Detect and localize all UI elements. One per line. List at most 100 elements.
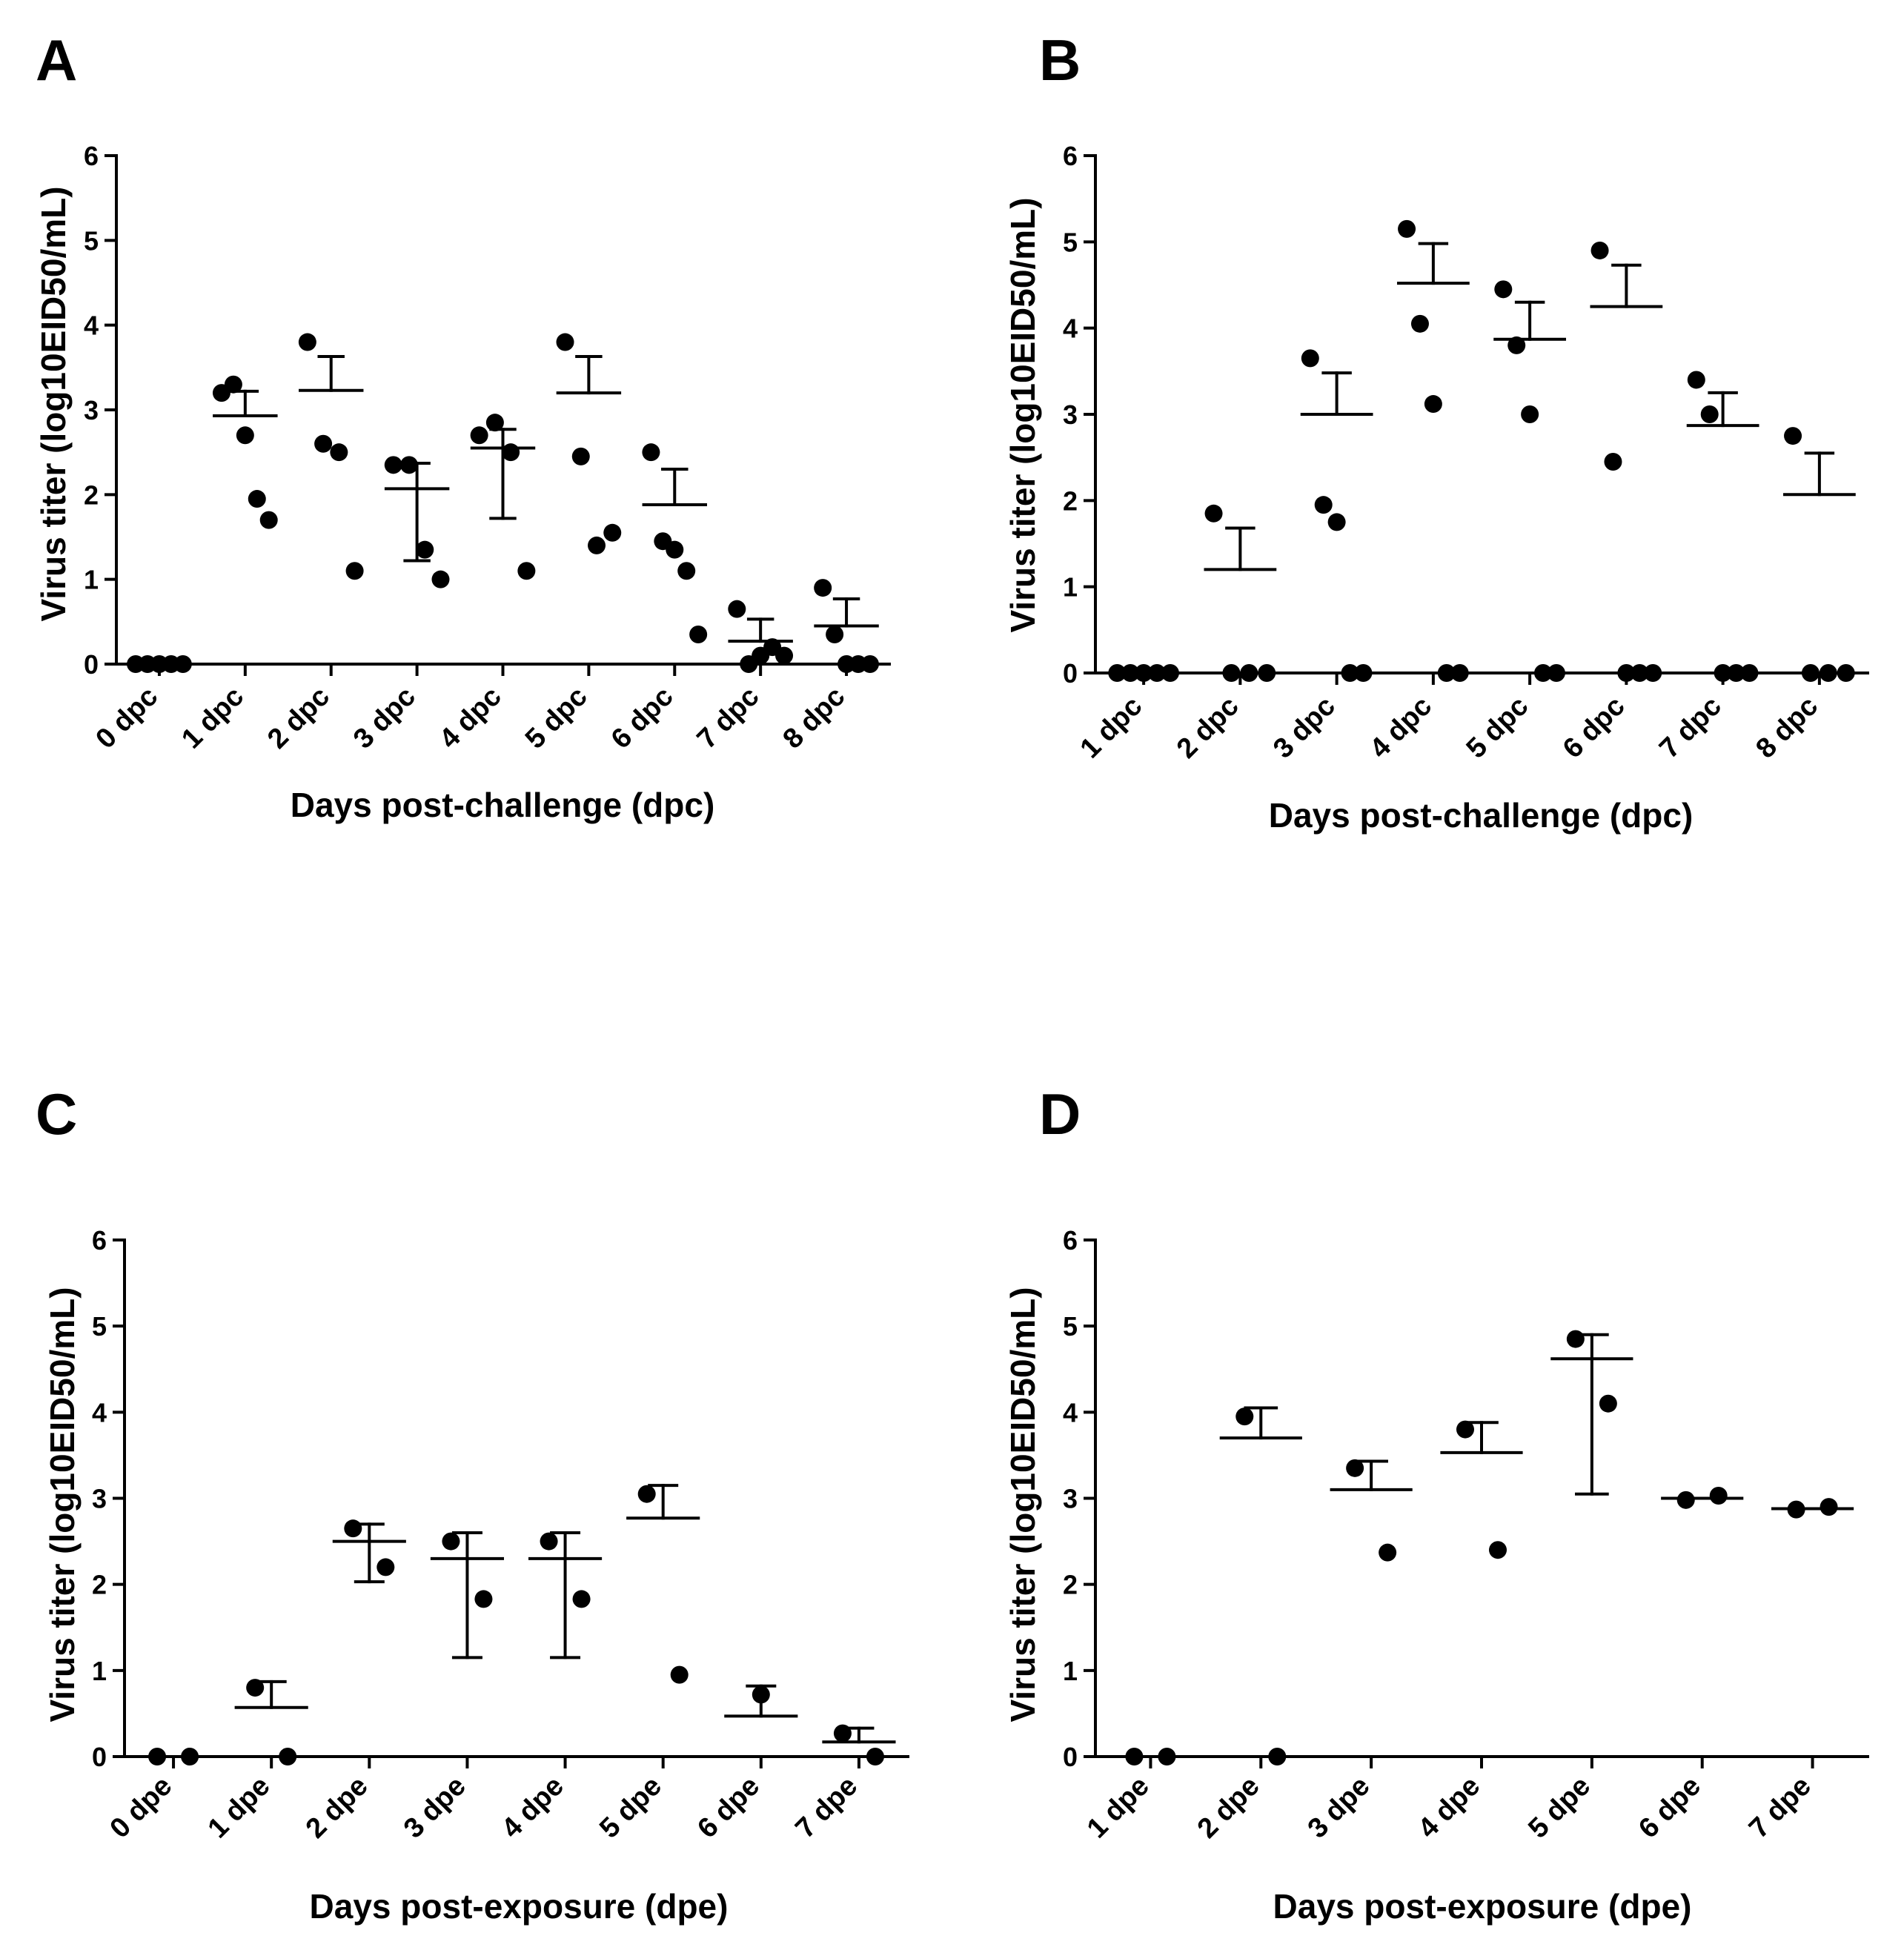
panel-c-data-point (377, 1558, 395, 1576)
panel-b-data-point (1341, 664, 1359, 682)
panel-d-data-point (1676, 1491, 1695, 1509)
panel-d-data-point (1379, 1543, 1397, 1562)
panel-a-y-tick-label: 1 (84, 565, 99, 595)
panel-a-data-point (517, 562, 536, 580)
panel-a-y-tick-label: 0 (84, 649, 99, 680)
panel-b-data-point (1547, 664, 1565, 682)
panel-b-y-tick-label: 4 (1063, 314, 1078, 344)
panel-c-y-axis-title: Virus titer (log10EID50/mL) (43, 1287, 82, 1722)
panel-b-category-label: 3 dpc (1267, 691, 1341, 765)
panel-a-data-point (677, 562, 696, 580)
panel-d-category-label: 3 dpe (1302, 1771, 1376, 1845)
panel-b-data-point (1148, 664, 1167, 682)
panel-a-data-point (588, 536, 606, 554)
panel-b-x-axis-title: Days post-challenge (dpc) (1269, 796, 1694, 835)
panel-a-data-point (502, 443, 520, 462)
panel-d-data-point (1820, 1498, 1838, 1516)
panel-a-data-point (384, 456, 402, 474)
panel-d-data-point (1709, 1487, 1728, 1505)
panel-c-category-label: 1 dpe (202, 1771, 276, 1845)
panel-a-category-label: 0 dpc (90, 681, 164, 755)
panel-c-y-tick-label: 0 (92, 1742, 107, 1772)
panel-letter-a: A (36, 27, 77, 93)
panel-c-category-label: 5 dpe (594, 1771, 668, 1845)
panel-d-data-point (1599, 1394, 1617, 1413)
panel-d-data-point (1268, 1748, 1287, 1765)
panel-c-category-label: 0 dpe (105, 1771, 179, 1845)
panel-b-data-point (1424, 395, 1442, 414)
panel-b-y-tick-label: 6 (1063, 141, 1078, 171)
panel-d-data-point (1489, 1541, 1507, 1559)
panel-letter-b: B (1039, 27, 1081, 93)
panel-a-data-point (814, 579, 832, 597)
panel-c-y-tick-label: 4 (92, 1397, 107, 1428)
panel-b-data-point (1784, 427, 1802, 445)
panel-d-y-tick-label: 3 (1063, 1484, 1078, 1514)
panel-a-data-point (470, 426, 488, 445)
panel-b-data-point (1727, 664, 1745, 682)
panel-d-y-tick-label: 6 (1063, 1225, 1078, 1256)
panel-b-data-point (1801, 664, 1820, 682)
panel-d-y-tick-label: 1 (1063, 1656, 1078, 1686)
panel-b-data-point (1314, 496, 1333, 514)
panel-c-category-label: 2 dpe (300, 1771, 374, 1845)
panel-b-category-label: 7 dpc (1653, 691, 1728, 765)
panel-a-data-point (775, 646, 794, 665)
panel-d-data-point (1158, 1748, 1176, 1765)
panel-b-category-label: 8 dpc (1750, 691, 1824, 765)
panel-a-marks: 0 1 2 3 4 5 6 0 dpc 1 dpc 2 dpc 3 dpc 4 dpc 5 dpc 6 d… (84, 141, 891, 755)
panel-a-data-point (236, 426, 254, 445)
panel-b-data-point (1108, 664, 1127, 682)
panel-c-marks: 0 1 2 3 4 5 6 0 dpe 1 dpe 2 dpe 3 dpe 4 dpe 5 dpe 6 d… (92, 1225, 909, 1845)
panel-d-data-point (1235, 1407, 1254, 1426)
panel-d-category-label: 6 dpe (1633, 1771, 1707, 1845)
panel-c-category-label: 7 dpe (789, 1771, 863, 1845)
panel-c-data-point (246, 1679, 265, 1697)
panel-b-data-point (1604, 452, 1622, 471)
panel-b-data-point (1714, 664, 1732, 682)
panel-b-data-point (1617, 664, 1636, 682)
panel-c-y-tick-label: 3 (92, 1484, 107, 1514)
panel-b-data-point (1410, 314, 1429, 333)
panel-b-data-point (1398, 219, 1416, 238)
panel-b-data-point (1121, 664, 1140, 682)
panel-a-data-point (173, 655, 192, 673)
panel-b-data-point (1644, 664, 1662, 682)
panel-a-data-point (571, 447, 590, 465)
panel-d-category-label: 4 dpe (1412, 1771, 1486, 1845)
panel-d-y-axis-title: Virus titer (log10EID50/mL) (1004, 1287, 1042, 1722)
panel-a-category-label: 3 dpc (348, 681, 422, 755)
panel-b-data-point (1437, 664, 1456, 682)
panel-c-y-tick-label: 5 (92, 1311, 107, 1342)
panel-c-data-point (637, 1485, 656, 1503)
panel-b-y-tick-label: 0 (1063, 658, 1078, 689)
panel-c-data-point (181, 1748, 199, 1765)
panel-d-data-point (1346, 1459, 1364, 1477)
panel-b-y-axis-title: Virus titer (log10EID50/mL) (1004, 197, 1042, 632)
panel-a-data-point (556, 333, 574, 351)
panel-a-category-label: 1 dpc (176, 681, 250, 755)
panel-b-data-point (1222, 664, 1241, 682)
panel-b: B 0 1 2 3 4 5 6 1 dpc 2 dpc 3 dpc 4 dpc 5 dpc 6 dpc 7… (1004, 27, 1869, 835)
panel-d-category-label: 5 dpe (1522, 1771, 1596, 1845)
panel-b-data-point (1450, 664, 1469, 682)
panel-b-data-point (1204, 504, 1223, 523)
panel-c-data-point (670, 1665, 689, 1684)
panel-c-data-point (279, 1748, 297, 1765)
panel-b-data-point (1819, 664, 1837, 682)
panel-b-y-tick-label: 2 (1063, 485, 1078, 516)
panel-a-y-tick-label: 2 (84, 480, 99, 510)
panel-b-data-point (1135, 664, 1153, 682)
panel-a-data-point (642, 443, 660, 462)
panel-b-data-point (1161, 664, 1179, 682)
panel-b-data-point (1521, 405, 1539, 423)
panel-b-data-point (1327, 513, 1346, 531)
panel-a-x-axis-title: Days post-challenge (dpc) (291, 786, 715, 824)
panel-d: D 0 1 2 3 4 5 6 1 dpe 2 dpe 3 dpe 4 dpe 5 dpe 6 dpe 7… (1004, 1081, 1869, 1926)
panel-a-data-point (330, 443, 348, 462)
panel-b-y-tick-label: 1 (1063, 572, 1078, 603)
panel-b-data-point (1258, 664, 1276, 682)
panel-a-data-point (298, 333, 316, 351)
panel-c-y-tick-label: 6 (92, 1225, 107, 1256)
